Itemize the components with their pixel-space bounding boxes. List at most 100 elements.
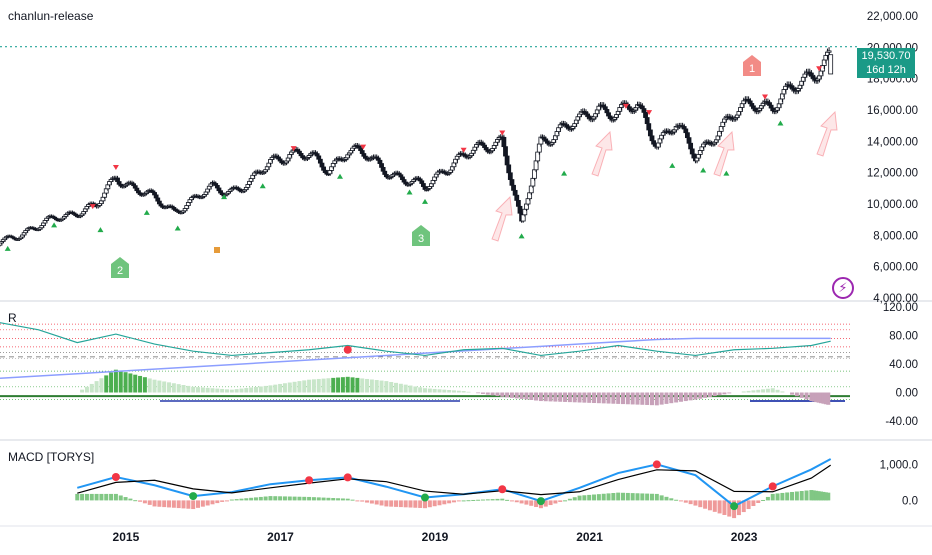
r-histogram-bar xyxy=(249,387,254,393)
r-histogram-bar xyxy=(577,392,582,403)
macd-tick-label: 1,000.0 xyxy=(880,459,918,471)
macd-histogram-bar xyxy=(423,500,427,509)
macd-histogram-bar xyxy=(394,500,399,507)
macd-histogram-bar xyxy=(220,500,225,502)
r-histogram-bar xyxy=(99,378,104,393)
macd-histogram-bar xyxy=(751,500,756,507)
macd-histogram-bar xyxy=(152,500,157,507)
macd-histogram-bar xyxy=(340,498,345,501)
r-histogram-bar xyxy=(447,390,452,393)
macd-histogram-bar xyxy=(239,498,244,501)
pivot-low-marker xyxy=(4,245,11,251)
macd-histogram-bar xyxy=(736,500,741,516)
r-histogram-bar xyxy=(514,392,519,399)
r-histogram-bar xyxy=(756,389,761,393)
r-slow-line xyxy=(0,337,831,379)
price-tick-label: 10,000.00 xyxy=(867,199,918,211)
main-pane xyxy=(0,46,857,251)
macd-histogram-bar xyxy=(727,500,732,517)
r-histogram-bar xyxy=(534,392,539,401)
macd-histogram-bar xyxy=(495,498,500,501)
macd-histogram-bar xyxy=(345,498,350,501)
macd-histogram-bar xyxy=(621,492,626,501)
macd-histogram-bar xyxy=(811,490,816,501)
r-pane-label: R xyxy=(8,311,17,325)
macd-histogram-bar xyxy=(722,500,727,515)
macd-histogram-bar xyxy=(500,498,505,501)
x-tick-label: 2017 xyxy=(267,530,294,544)
macd-histogram-bar xyxy=(442,500,447,505)
x-tick-label: 2015 xyxy=(113,530,140,544)
macd-histogram-bar xyxy=(698,500,703,508)
r-histogram-bar xyxy=(794,392,799,397)
macd-histogram-bar xyxy=(809,490,814,501)
r-histogram-bar xyxy=(147,378,152,393)
macd-histogram-bar xyxy=(606,493,611,501)
r-histogram-bar xyxy=(374,380,379,393)
r-histogram-bar xyxy=(524,392,529,400)
r-histogram-bar xyxy=(80,389,85,393)
macd-cross-dot xyxy=(343,473,352,482)
macd-histogram-bar xyxy=(389,500,394,507)
macd-histogram-bar xyxy=(229,499,234,501)
lightning-icon[interactable]: ⚡ xyxy=(832,277,854,299)
macd-histogram-bar xyxy=(282,496,287,501)
r-histogram-bar xyxy=(350,377,355,393)
r-histogram-bar xyxy=(819,392,824,404)
r-histogram-bar xyxy=(89,383,94,393)
macd-histogram-bar xyxy=(287,496,292,501)
r-histogram-bar xyxy=(292,381,297,393)
r-pane xyxy=(0,322,850,406)
r-histogram-bar xyxy=(157,380,162,393)
macd-cross-dot xyxy=(730,502,739,511)
macd-histogram-bar xyxy=(804,490,809,501)
r-histogram-bar xyxy=(688,392,693,401)
r-histogram-bar xyxy=(630,392,635,405)
macd-histogram-bar xyxy=(336,498,341,501)
macd-histogram-bar xyxy=(746,500,751,510)
r-histogram-bar xyxy=(476,392,481,394)
macd-histogram-bar xyxy=(118,495,123,501)
r-histogram-bar xyxy=(461,391,466,393)
macd-histogram-bar xyxy=(466,500,471,502)
macd-histogram-bar xyxy=(514,500,519,503)
r-histogram-bar xyxy=(287,382,292,393)
r-histogram-bar xyxy=(273,384,278,393)
r-histogram-bar xyxy=(823,392,828,405)
macd-histogram-bar xyxy=(509,500,514,502)
r-histogram-bar xyxy=(379,380,384,393)
r-histogram-bar xyxy=(162,381,167,393)
r-histogram-bar xyxy=(181,385,186,393)
macd-histogram-bar xyxy=(374,500,379,505)
candle-body xyxy=(826,50,832,53)
r-histogram-bar xyxy=(331,377,336,393)
signal-arrow xyxy=(816,110,838,157)
pivot-high-marker xyxy=(622,103,629,109)
macd-histogram-bar xyxy=(756,500,761,503)
r-histogram-bar xyxy=(553,392,558,402)
r-tick-label: 0.00 xyxy=(896,388,918,400)
r-histogram-bar xyxy=(678,392,683,402)
macd-histogram-bar xyxy=(200,500,205,507)
macd-histogram-bar xyxy=(451,500,456,503)
signal-marker xyxy=(412,225,430,246)
r-histogram-bar xyxy=(703,392,708,398)
r-tick-label: 120.00 xyxy=(883,302,918,314)
macd-histogram-bar xyxy=(712,500,717,512)
pivot-low-marker xyxy=(143,209,150,215)
r-histogram-bar xyxy=(712,392,717,397)
r-histogram-bar xyxy=(186,385,191,393)
macd-histogram-bar xyxy=(224,500,229,502)
countdown-label: 16d 12h xyxy=(866,64,906,76)
r-histogram-bar xyxy=(336,377,341,393)
r-histogram-bar xyxy=(563,392,568,402)
macd-histogram-bar xyxy=(630,493,635,501)
r-histogram-bar xyxy=(746,390,751,393)
r-histogram-bar xyxy=(485,392,490,395)
r-tick-label: 80.00 xyxy=(889,331,918,343)
r-histogram-bar xyxy=(664,392,669,404)
pivot-low-marker xyxy=(221,194,228,200)
macd-histogram-bar xyxy=(707,500,712,511)
r-histogram-bar xyxy=(761,389,766,393)
